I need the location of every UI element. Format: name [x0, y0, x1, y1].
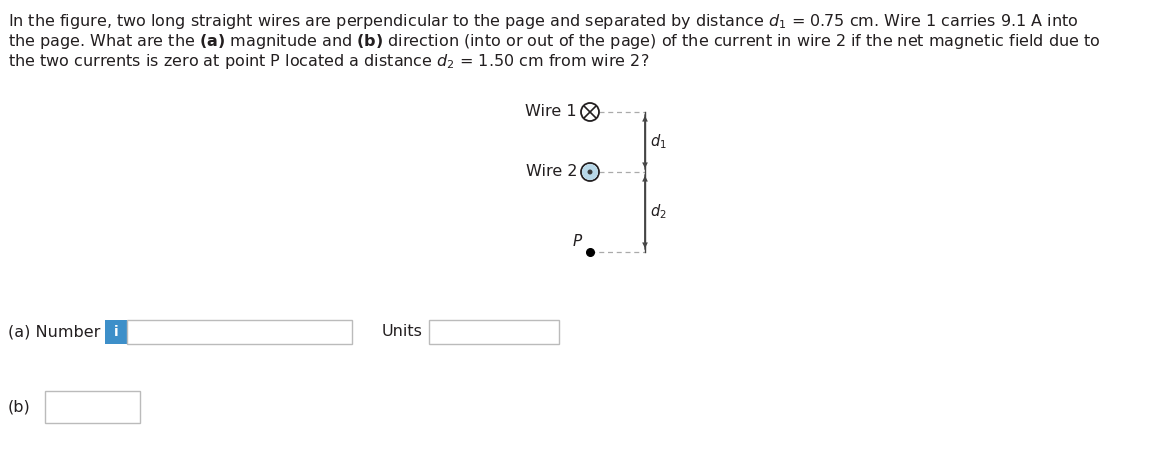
Text: the two currents is zero at point P located a distance $d_2$ = 1.50 cm from wire: the two currents is zero at point P loca…	[8, 52, 650, 71]
Text: ∨: ∨	[539, 325, 549, 339]
Bar	[105, 320, 127, 344]
Circle shape	[580, 163, 599, 181]
Text: i: i	[114, 325, 119, 339]
Circle shape	[580, 103, 599, 121]
Text: In the figure, two long straight wires are perpendicular to the page and separat: In the figure, two long straight wires a…	[8, 12, 1079, 31]
Text: $P$: $P$	[572, 233, 583, 249]
Text: Wire 2: Wire 2	[525, 164, 577, 179]
Circle shape	[588, 170, 592, 175]
Bar	[45, 391, 140, 423]
Circle shape	[582, 164, 598, 180]
Text: $d_2$: $d_2$	[650, 203, 666, 221]
Text: the page. What are the $\mathbf{(a)}$ magnitude and $\mathbf{(b)}$ direction (in: the page. What are the $\mathbf{(a)}$ ma…	[8, 32, 1101, 51]
Bar	[127, 320, 352, 344]
Text: ∨: ∨	[120, 400, 130, 414]
Text: Wire 1: Wire 1	[525, 105, 577, 120]
Text: (a) Number: (a) Number	[8, 325, 100, 340]
Bar	[429, 320, 559, 344]
Text: Units: Units	[382, 325, 423, 340]
Text: (b): (b)	[8, 399, 31, 415]
Text: $d_1$: $d_1$	[650, 133, 666, 151]
